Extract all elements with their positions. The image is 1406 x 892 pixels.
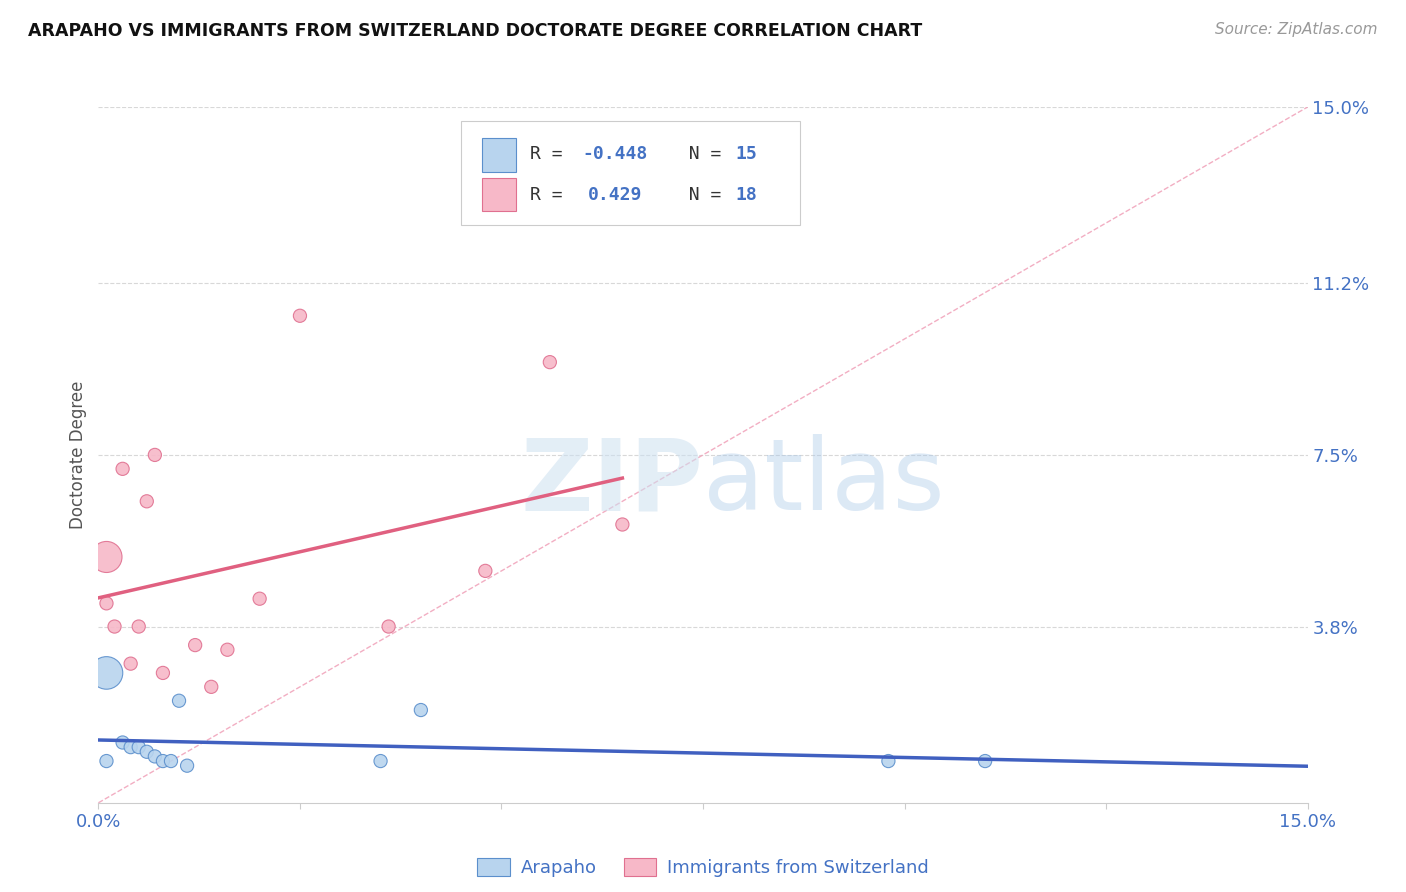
Text: N =: N = xyxy=(666,145,733,162)
Text: 15: 15 xyxy=(735,145,758,162)
FancyBboxPatch shape xyxy=(461,121,800,226)
Point xyxy=(96,665,118,680)
Point xyxy=(409,703,432,717)
Text: ARAPAHO VS IMMIGRANTS FROM SWITZERLAND DOCTORATE DEGREE CORRELATION CHART: ARAPAHO VS IMMIGRANTS FROM SWITZERLAND D… xyxy=(28,22,922,40)
Legend: Arapaho, Immigrants from Switzerland: Arapaho, Immigrants from Switzerland xyxy=(470,850,936,884)
Text: 18: 18 xyxy=(735,186,758,204)
Point xyxy=(96,549,118,564)
Point xyxy=(974,754,997,768)
Text: Source: ZipAtlas.com: Source: ZipAtlas.com xyxy=(1215,22,1378,37)
Bar xyxy=(482,138,516,172)
Point xyxy=(135,494,157,508)
Text: N =: N = xyxy=(666,186,733,204)
Point xyxy=(111,462,134,476)
Text: 0.429: 0.429 xyxy=(588,186,643,204)
Text: atlas: atlas xyxy=(703,434,945,532)
Point xyxy=(128,619,150,633)
Point xyxy=(143,749,166,764)
Point xyxy=(160,754,183,768)
Point xyxy=(217,642,239,657)
Point xyxy=(152,665,174,680)
Point xyxy=(288,309,311,323)
Point xyxy=(167,694,190,708)
Point xyxy=(143,448,166,462)
Point xyxy=(249,591,271,606)
Point xyxy=(370,754,392,768)
Point xyxy=(111,735,134,749)
Bar xyxy=(482,178,516,211)
Point xyxy=(200,680,222,694)
Point xyxy=(96,596,118,610)
Point xyxy=(120,740,142,755)
Point xyxy=(96,754,118,768)
Point xyxy=(120,657,142,671)
Point xyxy=(474,564,496,578)
Text: R =: R = xyxy=(530,145,574,162)
Point xyxy=(877,754,900,768)
Point xyxy=(152,754,174,768)
Point xyxy=(612,517,634,532)
Text: -0.448: -0.448 xyxy=(582,145,647,162)
Text: R =: R = xyxy=(530,186,585,204)
Point xyxy=(135,745,157,759)
Point xyxy=(128,740,150,755)
Point xyxy=(377,619,399,633)
Y-axis label: Doctorate Degree: Doctorate Degree xyxy=(69,381,87,529)
Text: ZIP: ZIP xyxy=(520,434,703,532)
Point xyxy=(176,758,198,772)
Point xyxy=(184,638,207,652)
Point xyxy=(103,619,125,633)
Point xyxy=(538,355,561,369)
